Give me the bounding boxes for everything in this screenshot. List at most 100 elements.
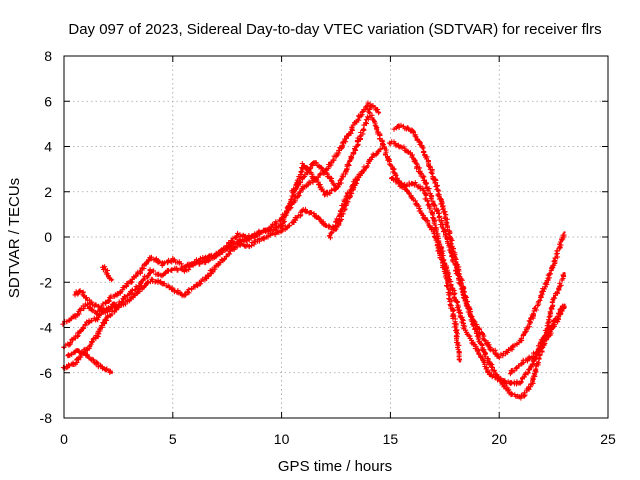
series-arc-4 [72, 288, 116, 314]
data-point [378, 111, 381, 114]
data-point [280, 224, 283, 227]
data-point [519, 362, 523, 365]
data-point [258, 231, 262, 234]
data-point [410, 197, 414, 200]
data-point [363, 167, 366, 171]
data-point [117, 292, 120, 295]
data-point [302, 176, 305, 180]
series-markers [386, 139, 567, 361]
data-point [193, 285, 196, 288]
data-point [323, 224, 327, 227]
data-point [280, 229, 283, 232]
data-point [421, 176, 425, 180]
data-point [106, 310, 109, 313]
data-point [67, 355, 70, 359]
data-point [530, 355, 534, 359]
data-point [389, 176, 392, 180]
data-point [106, 314, 109, 318]
data-point [73, 292, 77, 295]
data-point [356, 118, 359, 121]
data-point [552, 262, 555, 266]
y-tick-label: 6 [44, 93, 52, 109]
series-arc-10 [389, 175, 462, 363]
data-point [149, 278, 153, 282]
data-point [380, 147, 383, 150]
x-tick-label: 20 [491, 431, 507, 447]
data-point [171, 258, 174, 261]
data-point [73, 362, 77, 365]
data-point [117, 305, 120, 309]
data-point [432, 231, 436, 234]
data-point [95, 317, 98, 320]
x-tick-label: 5 [169, 431, 177, 447]
data-point [432, 176, 436, 180]
data-point [389, 163, 392, 166]
data-point [476, 348, 479, 352]
data-point [128, 281, 131, 284]
data-point [215, 253, 218, 257]
data-point [128, 292, 131, 295]
data-point [323, 170, 327, 173]
data-point [302, 163, 305, 166]
data-point [226, 253, 229, 257]
data-point [138, 287, 142, 291]
y-tick-labels: -8 -6 -4 -2 0 2 4 6 8 [40, 48, 53, 426]
data-point [258, 238, 262, 241]
data-point [101, 367, 105, 370]
series-arc-11 [326, 146, 383, 241]
data-point [171, 287, 174, 291]
series-arc-7 [366, 106, 567, 387]
data-point [443, 213, 446, 216]
data-point [269, 233, 272, 236]
data-point [389, 140, 392, 144]
y-tick-label: 2 [44, 184, 52, 200]
data-point [171, 267, 174, 270]
data-point [519, 396, 523, 399]
data-point [97, 305, 101, 309]
data-point [508, 371, 512, 374]
data-point [443, 269, 446, 273]
series-markers [60, 100, 382, 327]
series-markers [65, 348, 113, 375]
data-point [487, 344, 490, 347]
x-tick-label: 0 [60, 431, 68, 447]
data-point [508, 348, 512, 352]
data-point [334, 188, 338, 191]
data-point [138, 269, 142, 273]
data-point [84, 303, 87, 307]
data-point [541, 344, 544, 347]
data-point [354, 179, 357, 182]
data-point [563, 303, 566, 307]
data-point [160, 281, 164, 284]
data-point [204, 256, 207, 259]
x-axis-label: GPS time / hours [278, 458, 392, 475]
data-point [75, 348, 79, 352]
data-point [291, 190, 294, 193]
data-point [530, 382, 534, 386]
y-tick-label: -4 [40, 320, 53, 336]
x-tick-labels: 0 5 10 15 20 25 [60, 431, 616, 447]
data-point [313, 161, 316, 164]
data-point [563, 272, 566, 275]
data-point [328, 235, 331, 239]
data-point [236, 242, 240, 245]
series-arc-5 [65, 348, 114, 375]
data-point [345, 167, 349, 171]
data-point [541, 290, 544, 293]
series-arc-1 [60, 100, 382, 327]
grid [64, 56, 608, 418]
data-point [334, 154, 338, 157]
data-point [302, 186, 305, 189]
data-point [226, 244, 229, 248]
data-point [552, 299, 555, 302]
data-point [247, 238, 251, 241]
data-point [498, 355, 501, 359]
data-point [458, 360, 462, 363]
data-series [60, 100, 567, 401]
data-point [530, 364, 534, 368]
y-tick-label: 4 [44, 139, 52, 155]
data-point [465, 333, 468, 336]
data-point [508, 382, 512, 386]
data-point [487, 371, 490, 374]
data-point [371, 154, 375, 157]
